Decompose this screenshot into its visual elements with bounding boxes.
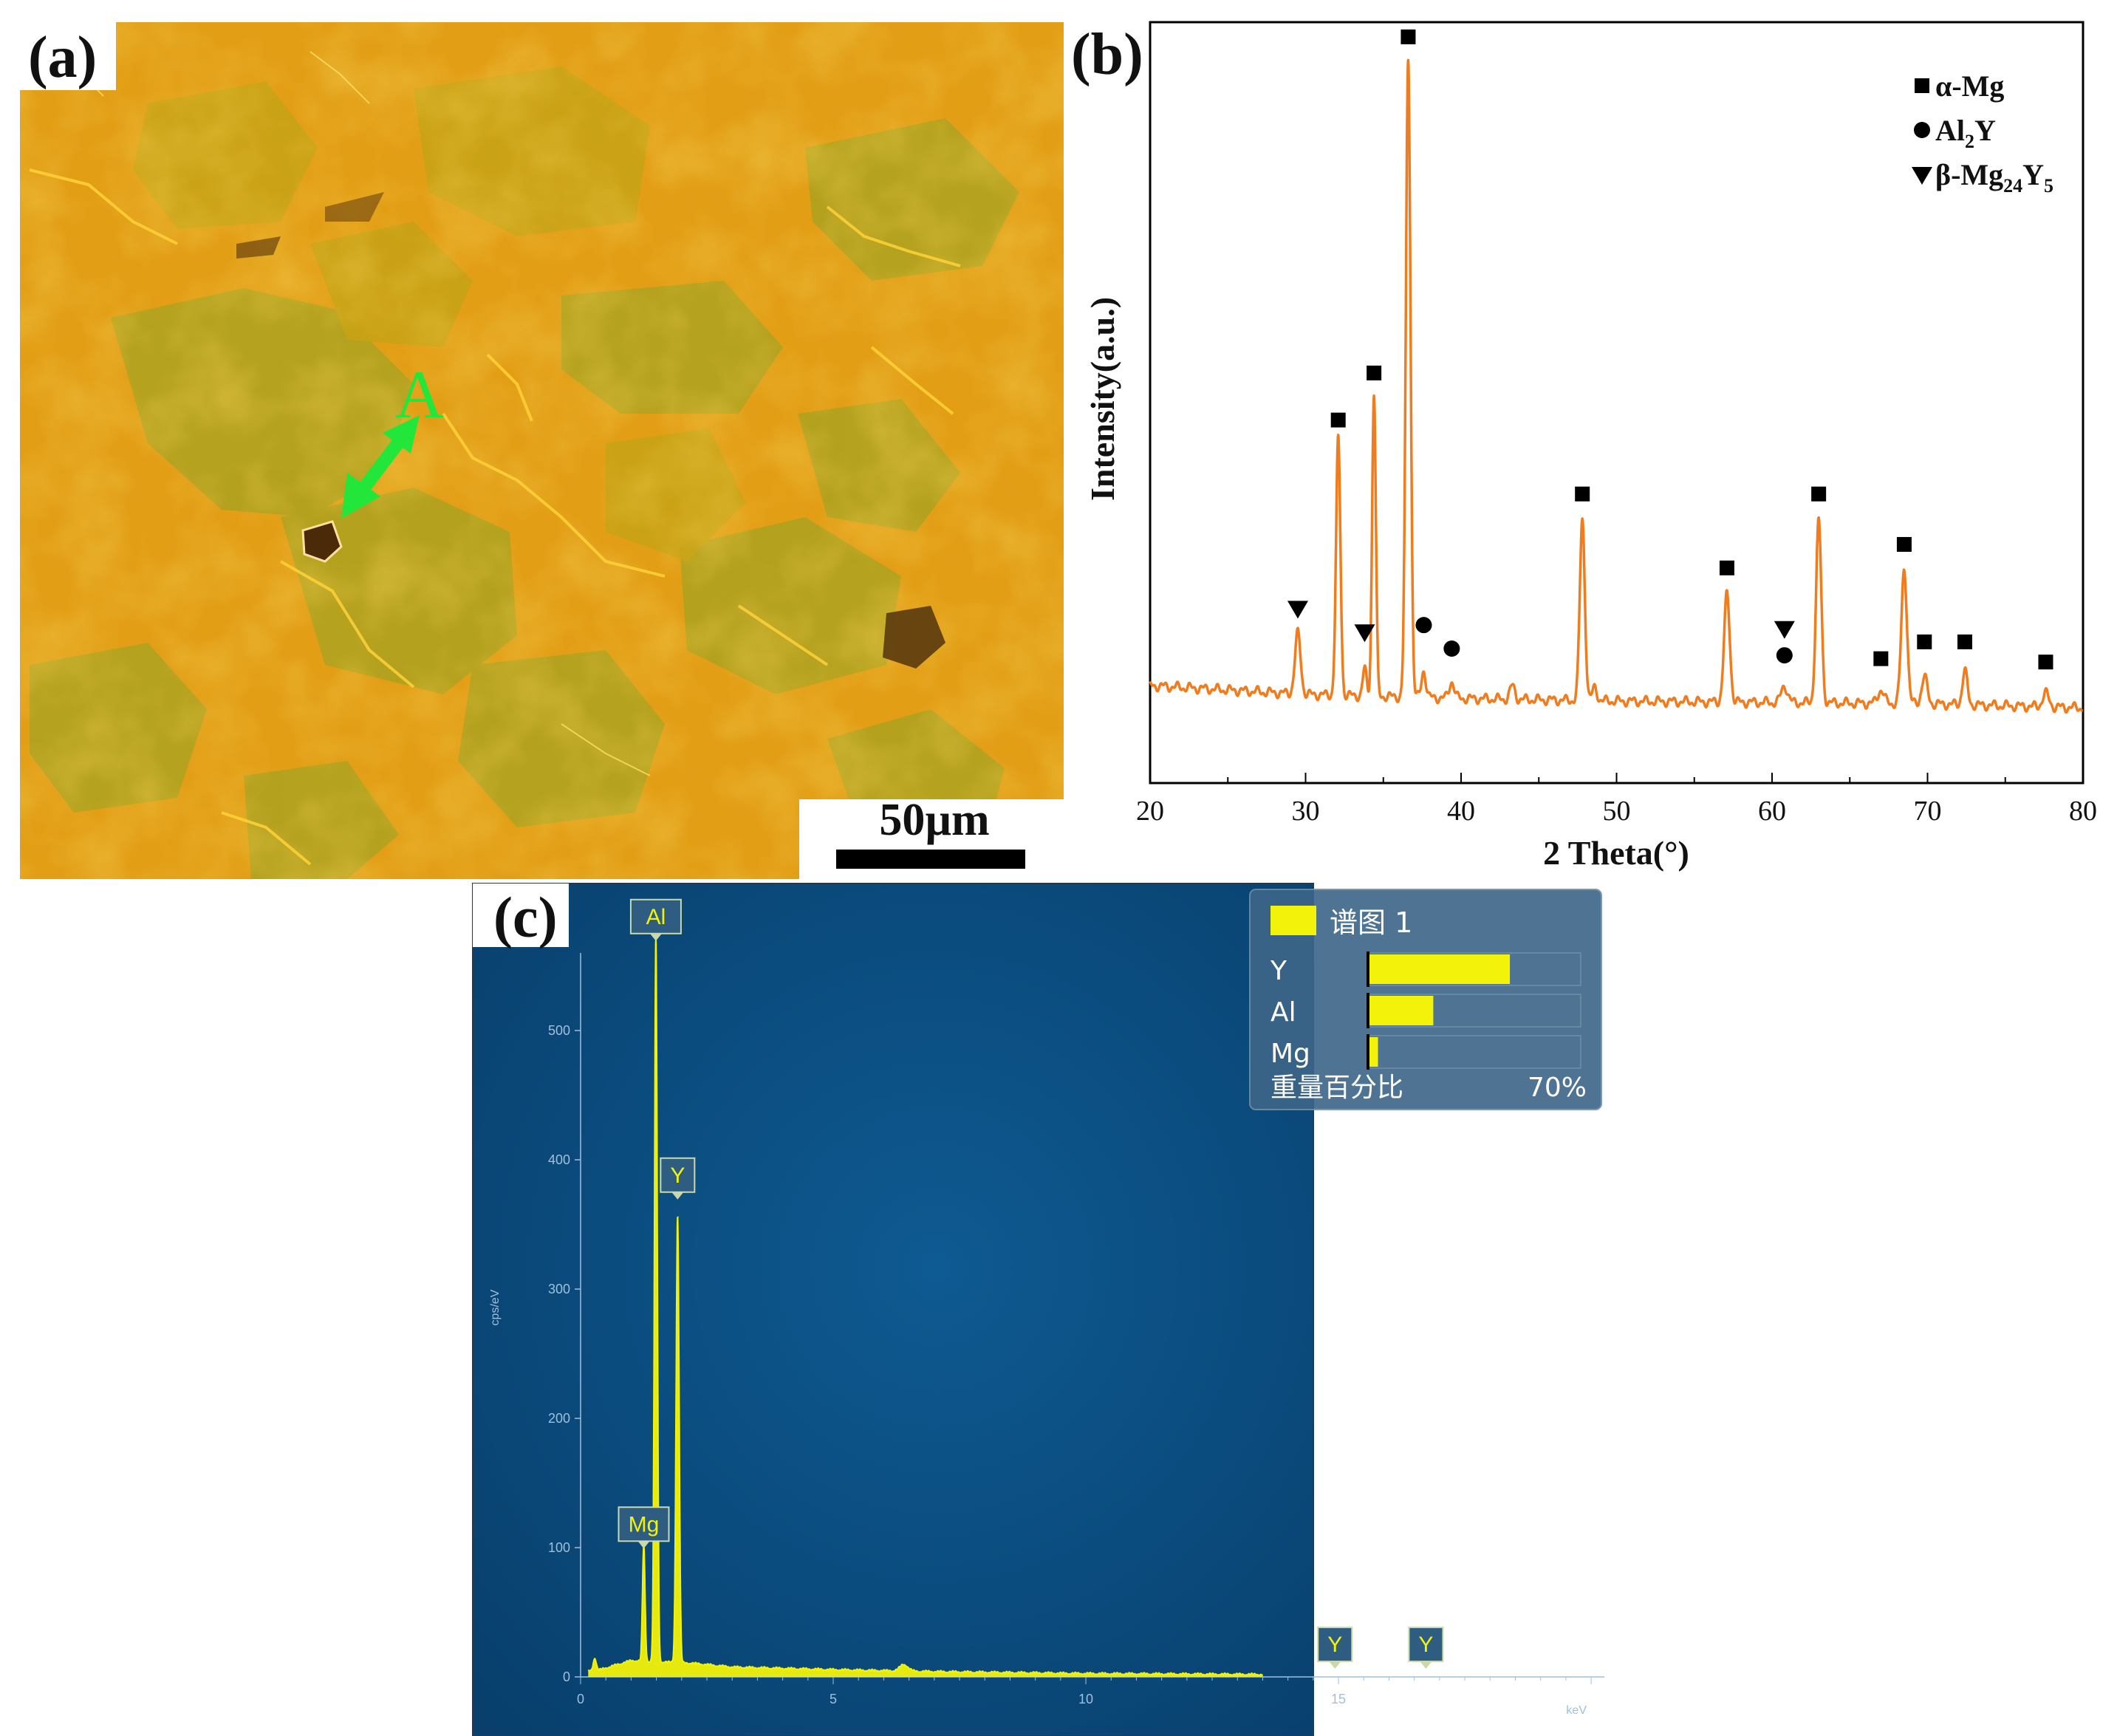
element-tag-label: Al	[646, 905, 666, 929]
alpha-mg-marker	[1330, 412, 1346, 428]
eds-y-tick-label: 300	[548, 1282, 570, 1296]
xrd-x-tick-label: 50	[1603, 796, 1631, 827]
alpha-mg-marker	[1957, 634, 1973, 649]
element-tag-pointer	[649, 933, 662, 941]
micrograph-panel: A (a) 50µm	[0, 0, 1064, 886]
element-tag-pointer	[1329, 1661, 1341, 1669]
panel-label-c: (c)	[493, 885, 558, 949]
eds-y-axis-label: cps/eV	[489, 1289, 502, 1325]
eds-legend: 谱图 1 Y Al Mg 重量百分比 70%	[1249, 889, 1602, 1110]
alpha-mg-marker	[1719, 560, 1734, 575]
eds-y-tick-label: 500	[548, 1023, 570, 1038]
legend-element-label: Mg	[1270, 1039, 1310, 1069]
element-tag-pointer	[1420, 1661, 1432, 1669]
eds-y-tick-label: 400	[548, 1152, 570, 1167]
xrd-legend-entry: Al2Y	[1935, 114, 1996, 152]
alpha-mg-marker	[1400, 29, 1416, 44]
eds-y-tick-label: 100	[548, 1540, 570, 1555]
legend-element-label: Y	[1270, 956, 1287, 986]
legend-bar-fill	[1369, 996, 1434, 1025]
legend-swatch	[1270, 906, 1316, 935]
legend-footer-value: 70%	[1528, 1073, 1587, 1103]
element-tag-box	[1408, 1627, 1444, 1662]
panel-label-b: (b)	[1071, 22, 1143, 87]
alpha-mg-marker	[2038, 655, 2053, 670]
eds-y-tick-label: 0	[563, 1670, 570, 1684]
legend-element-label: Al	[1270, 997, 1296, 1028]
eds-background	[473, 884, 1313, 1736]
eds-x-tick-label: 5	[830, 1692, 837, 1706]
element-tag-label: Y	[1327, 1633, 1342, 1657]
xrd-x-tick-label: 30	[1292, 796, 1320, 827]
alpha-mg-marker	[1917, 634, 1932, 649]
panel-label-a: (a)	[28, 25, 97, 90]
alpha-mg-marker	[1575, 486, 1590, 502]
al2y-marker	[1415, 617, 1432, 634]
marker-label: A	[395, 357, 444, 432]
alpha-mg-marker	[1873, 651, 1889, 666]
eds-x-tick-label: 15	[1331, 1692, 1346, 1706]
beta-marker	[1287, 601, 1308, 619]
element-tag-box	[660, 1157, 696, 1193]
xrd-x-tick-label: 80	[2069, 796, 2097, 827]
alpha-mg-marker	[1811, 486, 1827, 502]
particle-A	[301, 520, 343, 563]
xrd-x-axis-label: 2 Theta(°)	[1543, 834, 1689, 872]
xrd-x-tick-label: 40	[1447, 796, 1475, 827]
al2y-marker	[1443, 640, 1460, 657]
xrd-legend-entry: β-Mg24Y5	[1935, 158, 2053, 197]
xrd-panel: (b) 20 30 40 50 60 70 80 α-Mg Al2Y β-Mg24Y5 2 Th…	[1064, 0, 2117, 886]
beta-marker	[1354, 624, 1375, 643]
legend-bar-fill	[1369, 954, 1511, 984]
eds-x-axis-label: keV	[1566, 1704, 1587, 1717]
alpha-mg-marker	[1915, 78, 1929, 93]
panel-label-bg-c	[473, 884, 569, 947]
micrograph-svg: A (a) 50µm	[20, 22, 1064, 886]
legend-title: 谱图 1	[1330, 906, 1412, 939]
micrograph-image: A	[20, 22, 1064, 879]
beta-marker	[1774, 621, 1795, 639]
element-tag-pointer	[637, 1541, 650, 1549]
alpha-mg-marker	[1367, 365, 1382, 380]
eds-panel: (c) 0 100 200 300 400 500 0 5 10 15 Al Y Mg Y Y cps/e…	[443, 879, 1625, 1736]
beta-marker	[1912, 167, 1932, 185]
xrd-chart: (b) 20 30 40 50 60 70 80 α-Mg Al2Y β-Mg24Y5 2 Th…	[1071, 21, 2097, 872]
legend-bar-fill	[1369, 1037, 1378, 1067]
scale-bar-box	[799, 799, 1064, 886]
element-tag-pointer	[671, 1192, 684, 1200]
xrd-legend-entry: α-Mg	[1935, 69, 2004, 103]
xrd-y-axis-label: Intensity(a.u.)	[1084, 297, 1121, 501]
eds-chart: (c) 0 100 200 300 400 500 0 5 10 15 Al Y Mg Y Y cps/e…	[472, 883, 1604, 1736]
element-tag-box	[629, 898, 682, 934]
element-tag-box	[1317, 1627, 1353, 1662]
alpha-mg-marker	[1896, 536, 1912, 552]
scale-bar	[836, 850, 1025, 869]
eds-y-tick-label: 200	[548, 1411, 570, 1426]
al2y-marker	[1914, 122, 1930, 138]
scale-bar-label: 50µm	[879, 795, 989, 845]
eds-spectrum-line	[587, 937, 1264, 1677]
arrow-icon	[341, 415, 420, 519]
al2y-marker	[1776, 647, 1793, 664]
eds-x-tick-label: 0	[577, 1692, 584, 1706]
xrd-x-tick-label: 60	[1758, 796, 1786, 827]
xrd-legend: α-Mg Al2Y β-Mg24Y5	[1912, 69, 2053, 197]
element-tag-label: Y	[670, 1163, 685, 1188]
legend-footer-label: 重量百分比	[1270, 1073, 1403, 1103]
panel-label-bg	[20, 22, 116, 90]
xrd-x-tick-label: 70	[1914, 796, 1942, 827]
element-tag-label: Y	[1418, 1633, 1433, 1657]
xrd-series-line	[1149, 58, 2084, 714]
eds-x-tick-label: 10	[1078, 1692, 1093, 1706]
element-tag-label: Mg	[629, 1512, 660, 1537]
xrd-x-tick-label: 20	[1136, 796, 1164, 827]
